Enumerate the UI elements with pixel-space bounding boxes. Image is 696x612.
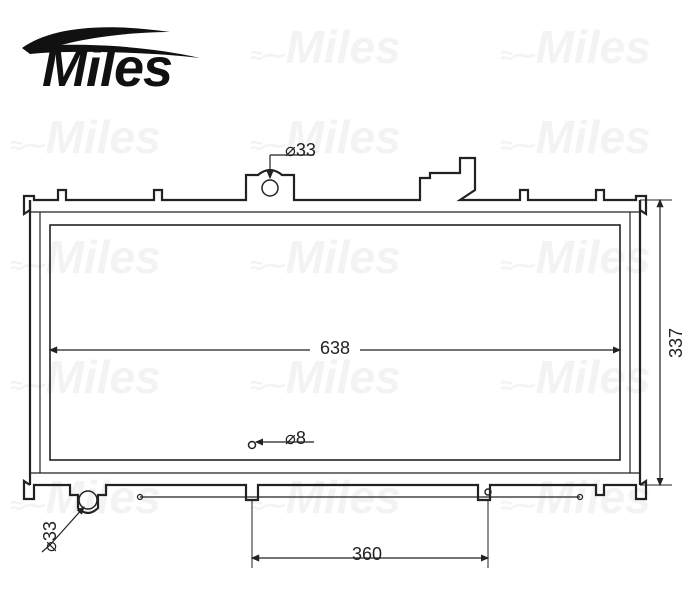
hole-diameter-label: ⌀8: [285, 428, 306, 449]
top-diameter-label: ⌀33: [285, 140, 316, 161]
bottom-width-label: 360: [352, 544, 382, 565]
right-height-label: 337: [666, 328, 687, 358]
radiator-diagram: [0, 0, 696, 612]
inner-width-label: 638: [316, 338, 354, 359]
bottom-left-diameter-label: ⌀33: [40, 521, 61, 552]
